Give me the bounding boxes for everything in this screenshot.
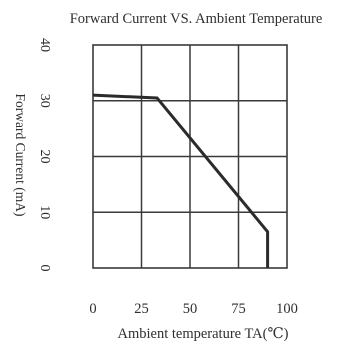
chart-title: Forward Current VS. Ambient Temperature: [70, 11, 323, 27]
x-axis-label: Ambient temperature TA(℃): [117, 326, 288, 342]
y-tick-label: 40: [37, 38, 52, 52]
y-axis-ticks: 0 10 20 30 40: [37, 38, 52, 272]
y-tick-label: 10: [37, 205, 52, 219]
y-tick-label: 0: [37, 265, 52, 272]
x-tick-label: 25: [134, 301, 149, 317]
x-tick-label: 100: [276, 301, 298, 317]
y-tick-label: 20: [37, 150, 52, 164]
y-tick-label: 30: [37, 94, 52, 108]
plot-area: [92, 44, 288, 269]
x-tick-label: 75: [231, 301, 246, 317]
x-axis-ticks: 0 25 50 75 100: [89, 301, 298, 317]
series-line-0: [92, 93, 270, 268]
y-axis-label: Forward Current (mA): [13, 94, 28, 217]
x-tick-label: 0: [89, 301, 96, 317]
x-tick-label: 50: [183, 301, 198, 317]
data-layer: [92, 93, 270, 268]
